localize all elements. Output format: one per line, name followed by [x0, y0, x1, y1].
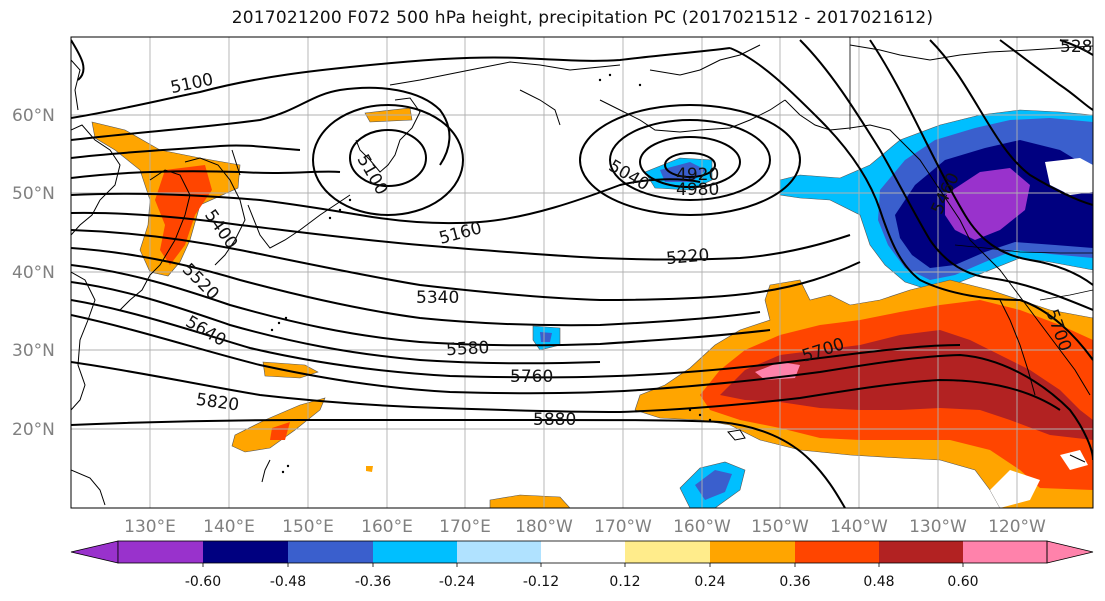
colorbar: -0.60 -0.48 -0.36 -0.24 -0.12 0.12 0.24 … [70, 540, 1094, 590]
gridlines [71, 37, 1093, 508]
lon-label: 120°W [988, 517, 1046, 537]
latitude-labels: 60°N 50°N 40°N 30°N 20°N [12, 106, 55, 440]
colorbar-label: -0.24 [439, 574, 475, 590]
contour-label: 5280 [1060, 37, 1103, 57]
height-contours [71, 39, 1093, 508]
colorbar-label: 0.60 [947, 574, 978, 590]
borders [849, 37, 1093, 301]
colorbar-swatch [963, 541, 1047, 563]
lat-label-30n: 30°N [12, 341, 55, 361]
lon-label: 150°W [751, 517, 809, 537]
precipitation-shading [91, 107, 1093, 508]
colorbar-label: 0.36 [779, 574, 810, 590]
colorbar-swatch [625, 541, 710, 563]
coastlines [71, 44, 1093, 506]
colorbar-label: -0.60 [185, 574, 221, 590]
precip-area-japan-core [155, 165, 212, 265]
contour-label: 5880 [533, 410, 576, 430]
lon-label: 180°W [515, 517, 573, 537]
lon-label: 140°W [830, 517, 888, 537]
figure-title: 2017021200 F072 500 hPa height, precipit… [231, 8, 934, 28]
contour-label: 5220 [665, 245, 710, 269]
colorbar-swatch [541, 541, 625, 563]
colorbar-swatch [203, 541, 288, 563]
lat-label-20n: 20°N [12, 420, 55, 440]
map-frame [70, 36, 1094, 509]
colorbar-swatch [457, 541, 541, 563]
colorbar-swatch [288, 541, 373, 563]
lon-label: 160°E [361, 517, 413, 537]
colorbar-swatch [710, 541, 795, 563]
colorbar-swatch [795, 541, 879, 563]
lon-label: 130°W [909, 517, 967, 537]
colorbar-arrow-right [1046, 540, 1094, 564]
lon-label: 170°E [439, 517, 491, 537]
lat-label-50n: 50°N [12, 184, 55, 204]
colorbar-swatch [373, 541, 457, 563]
lon-label: 150°E [282, 517, 334, 537]
contour-label: 5580 [446, 338, 490, 360]
colorbar-swatch [879, 541, 963, 563]
colorbar-label: 0.48 [863, 574, 894, 590]
lon-label: 160°W [673, 517, 731, 537]
longitude-labels: 130°E 140°E 150°E 160°E 170°E 180°W 170°… [124, 517, 1046, 537]
colorbar-label: -0.48 [270, 574, 306, 590]
lon-label: 130°E [124, 517, 176, 537]
lon-label: 140°E [203, 517, 255, 537]
contour-label: 5760 [510, 367, 553, 387]
contour-label: 5340 [416, 288, 459, 308]
colorbar-arrow-left [70, 540, 119, 564]
lat-label-60n: 60°N [12, 106, 55, 126]
colorbar-label: 0.12 [609, 574, 640, 590]
lat-label-40n: 40°N [12, 263, 55, 283]
contour-label: 4920 [676, 165, 719, 185]
colorbar-swatch [118, 541, 203, 563]
colorbar-label: 0.24 [694, 574, 725, 590]
contour-label: 4980 [676, 180, 719, 200]
lon-label: 170°W [594, 517, 652, 537]
colorbar-label: -0.36 [355, 574, 391, 590]
colorbar-label: -0.12 [523, 574, 559, 590]
